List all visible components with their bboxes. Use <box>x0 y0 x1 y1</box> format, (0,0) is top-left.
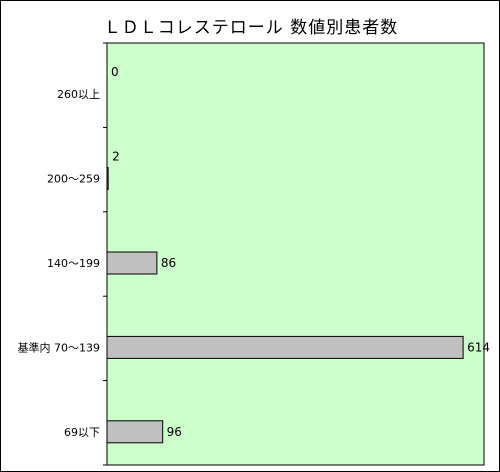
data-label: 2 <box>112 150 120 164</box>
category-tick-label: 260以上 <box>57 88 100 101</box>
plot-area <box>106 42 485 466</box>
data-label: 86 <box>161 256 176 270</box>
data-label: 0 <box>111 65 119 79</box>
bar <box>106 167 109 191</box>
category-tick-label: 基準内 70～139 <box>18 340 101 354</box>
data-label: 96 <box>167 425 182 439</box>
bar <box>106 420 164 444</box>
category-tick-label: 200～259 <box>47 173 100 186</box>
category-tick-label: 140～199 <box>47 257 100 270</box>
data-label: 614 <box>467 340 490 354</box>
bar <box>106 335 464 359</box>
bar <box>106 251 158 275</box>
category-tick-label: 69以下 <box>64 426 100 439</box>
chart-title: ＬＤＬコレステロール 数値別患者数 <box>103 18 399 38</box>
